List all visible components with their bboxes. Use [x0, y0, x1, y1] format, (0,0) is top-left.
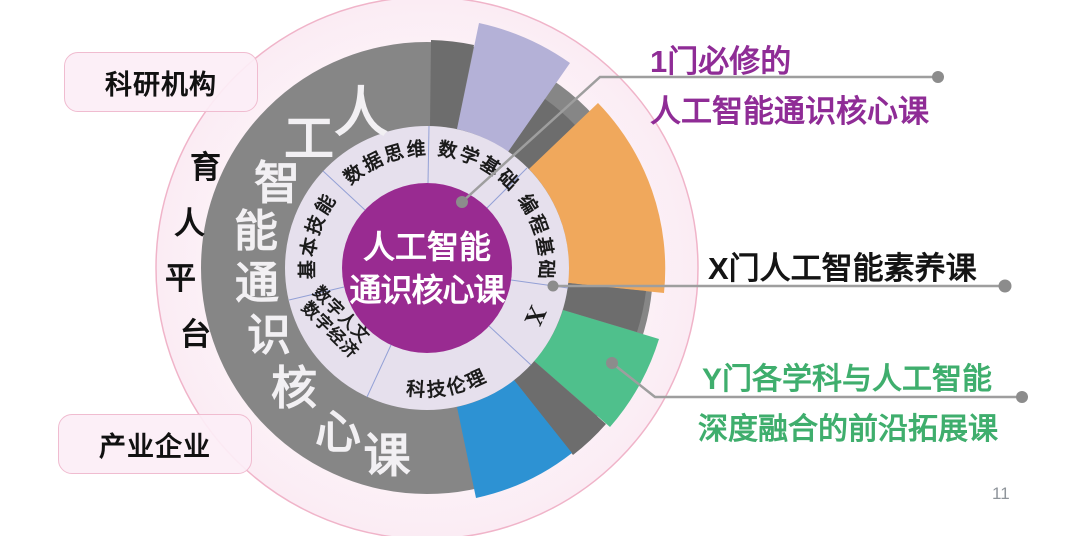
- industry-enterprise-box: 产业企业: [58, 414, 252, 474]
- gray-accent-wedge-lower: [514, 361, 606, 455]
- ring-char-8: 课: [364, 429, 412, 482]
- sector-dividers: [288, 125, 569, 398]
- inner-sector-ring: [285, 126, 569, 410]
- literacy-callout: X门人工智能素养课: [708, 251, 977, 286]
- blue-wedge: [457, 380, 572, 498]
- callout-core: [456, 71, 944, 208]
- callout-frontier: [606, 357, 1028, 403]
- frontier-callout-line1: Y门各学科与人工智能: [702, 363, 993, 396]
- ring-char-0: 人: [334, 83, 388, 143]
- platform-char-3: 台: [180, 317, 211, 352]
- callout-literacy: [547, 279, 1012, 293]
- lavender-wedge: [457, 23, 570, 152]
- frontier-callout-line2: 深度融合的前沿拓展课: [698, 413, 998, 446]
- platform-char-1: 人: [174, 206, 205, 241]
- platform-char-0: 育: [190, 150, 221, 185]
- ring-char-6: 核: [271, 362, 317, 414]
- center-circle: [342, 183, 512, 353]
- ring-title-characters: 人 工 智 能 通 识 核 心 课: [234, 83, 412, 482]
- ring-char-2: 智: [254, 157, 300, 209]
- core-callout-line2: 人工智能通识核心课: [650, 94, 929, 129]
- industry-enterprise-label: 产业企业: [99, 431, 211, 462]
- research-institution-box: 科研机构: [64, 52, 258, 112]
- ring-char-3: 能: [234, 207, 278, 256]
- gray-accent-wedge-right: [563, 283, 646, 332]
- ring-char-5: 识: [247, 311, 291, 360]
- green-wedge: [534, 310, 659, 427]
- platform-char-2: 平: [165, 261, 196, 296]
- ring-char-1: 工: [284, 111, 334, 167]
- gray-accent-wedge-top: [430, 40, 474, 129]
- research-institution-label: 科研机构: [105, 69, 217, 100]
- ring-char-4: 通: [235, 259, 279, 308]
- center-title-line2: 通识核心课: [349, 272, 506, 308]
- core-callout-line1: 1门必修的: [650, 44, 792, 79]
- ring-char-7: 心: [315, 406, 361, 458]
- center-title-line1: 人工智能: [363, 229, 491, 265]
- page-number: 11: [992, 484, 1010, 503]
- orange-wedge: [529, 103, 666, 293]
